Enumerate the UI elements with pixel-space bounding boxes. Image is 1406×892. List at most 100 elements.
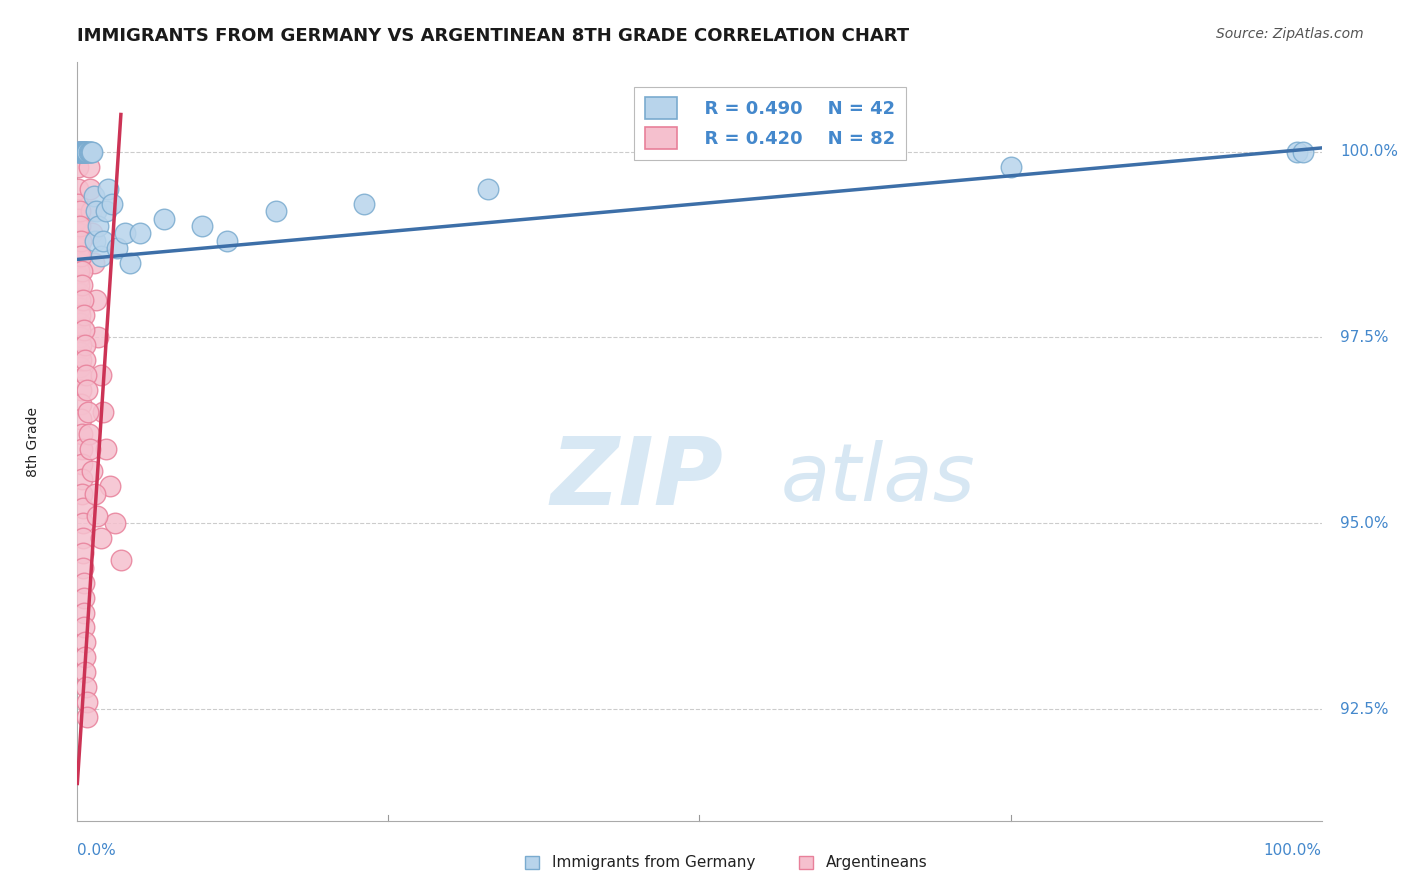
Point — [69, 345, 91, 359]
Point — [67, 219, 90, 233]
Point — [67, 263, 90, 277]
Point — [76, 695, 98, 709]
Point — [76, 383, 98, 397]
Point — [70, 352, 93, 367]
Point — [72, 145, 94, 159]
Point — [67, 196, 90, 211]
Point — [69, 285, 91, 300]
Point — [69, 383, 91, 397]
Point — [70, 263, 93, 277]
Point — [72, 501, 94, 516]
Point — [128, 227, 150, 241]
Text: 8th Grade: 8th Grade — [25, 407, 39, 476]
Point — [73, 145, 96, 159]
Point — [1285, 145, 1308, 159]
Point — [76, 145, 98, 159]
Point — [87, 330, 110, 344]
Point — [114, 227, 136, 241]
Point — [75, 352, 97, 367]
Point — [79, 145, 101, 159]
Point — [70, 145, 93, 159]
Point — [67, 145, 90, 159]
Point — [97, 182, 120, 196]
Point — [86, 508, 108, 523]
Point — [73, 323, 96, 337]
Point — [76, 709, 98, 723]
Point — [104, 516, 127, 531]
Text: Argentineans: Argentineans — [825, 855, 928, 870]
Point — [73, 650, 96, 665]
Point — [83, 189, 105, 203]
Point — [72, 531, 94, 545]
Point — [69, 338, 91, 352]
Point — [75, 145, 97, 159]
Point — [67, 145, 90, 159]
Point — [105, 241, 128, 255]
Point — [73, 145, 96, 159]
Point — [98, 479, 121, 493]
Point — [69, 360, 91, 375]
Point — [82, 227, 104, 241]
Point — [70, 457, 93, 471]
Point — [80, 204, 103, 219]
Point — [266, 204, 288, 219]
Point — [79, 442, 101, 456]
Point — [75, 680, 97, 694]
Point — [70, 249, 93, 263]
Point — [67, 271, 90, 285]
Point — [72, 145, 94, 159]
Text: IMMIGRANTS FROM GERMANY VS ARGENTINEAN 8TH GRADE CORRELATION CHART: IMMIGRANTS FROM GERMANY VS ARGENTINEAN 8… — [77, 27, 910, 45]
Point — [72, 486, 94, 500]
Point — [90, 531, 112, 545]
Point — [191, 219, 214, 233]
Point — [73, 591, 96, 605]
Point — [67, 211, 90, 226]
Text: Immigrants from Germany: Immigrants from Germany — [553, 855, 755, 870]
Text: Source: ZipAtlas.com: Source: ZipAtlas.com — [1216, 27, 1364, 41]
Point — [70, 472, 93, 486]
Point — [77, 405, 100, 419]
Point — [87, 219, 110, 233]
Point — [70, 397, 93, 411]
Point — [67, 182, 90, 196]
Point — [77, 145, 100, 159]
Point — [84, 204, 107, 219]
Point — [73, 606, 96, 620]
Text: ZIP: ZIP — [550, 434, 723, 525]
Point — [67, 249, 90, 263]
Point — [66, 145, 89, 159]
Point — [69, 293, 91, 308]
Point — [80, 145, 103, 159]
Text: atlas: atlas — [780, 441, 976, 518]
Point — [69, 368, 91, 382]
Text: 95.0%: 95.0% — [1340, 516, 1389, 531]
Point — [69, 308, 91, 322]
Point — [66, 145, 89, 159]
Point — [101, 196, 124, 211]
Text: 100.0%: 100.0% — [1264, 844, 1322, 858]
Point — [83, 486, 105, 500]
Point — [75, 145, 97, 159]
Point — [1000, 160, 1022, 174]
Point — [73, 338, 96, 352]
Point — [69, 145, 91, 159]
Point — [70, 145, 93, 159]
Point — [67, 227, 90, 241]
Point — [83, 256, 105, 270]
Point — [67, 241, 90, 255]
Point — [72, 308, 94, 322]
Point — [66, 160, 89, 174]
Point — [75, 665, 97, 679]
Text: 100.0%: 100.0% — [1340, 145, 1399, 159]
Point — [67, 278, 90, 293]
Point — [67, 234, 90, 248]
Point — [69, 301, 91, 315]
Point — [72, 546, 94, 560]
Point — [72, 561, 94, 575]
Point — [69, 204, 91, 219]
Point — [70, 412, 93, 426]
Point — [90, 249, 112, 263]
Point — [215, 234, 238, 248]
Point — [353, 196, 375, 211]
Point — [67, 256, 90, 270]
